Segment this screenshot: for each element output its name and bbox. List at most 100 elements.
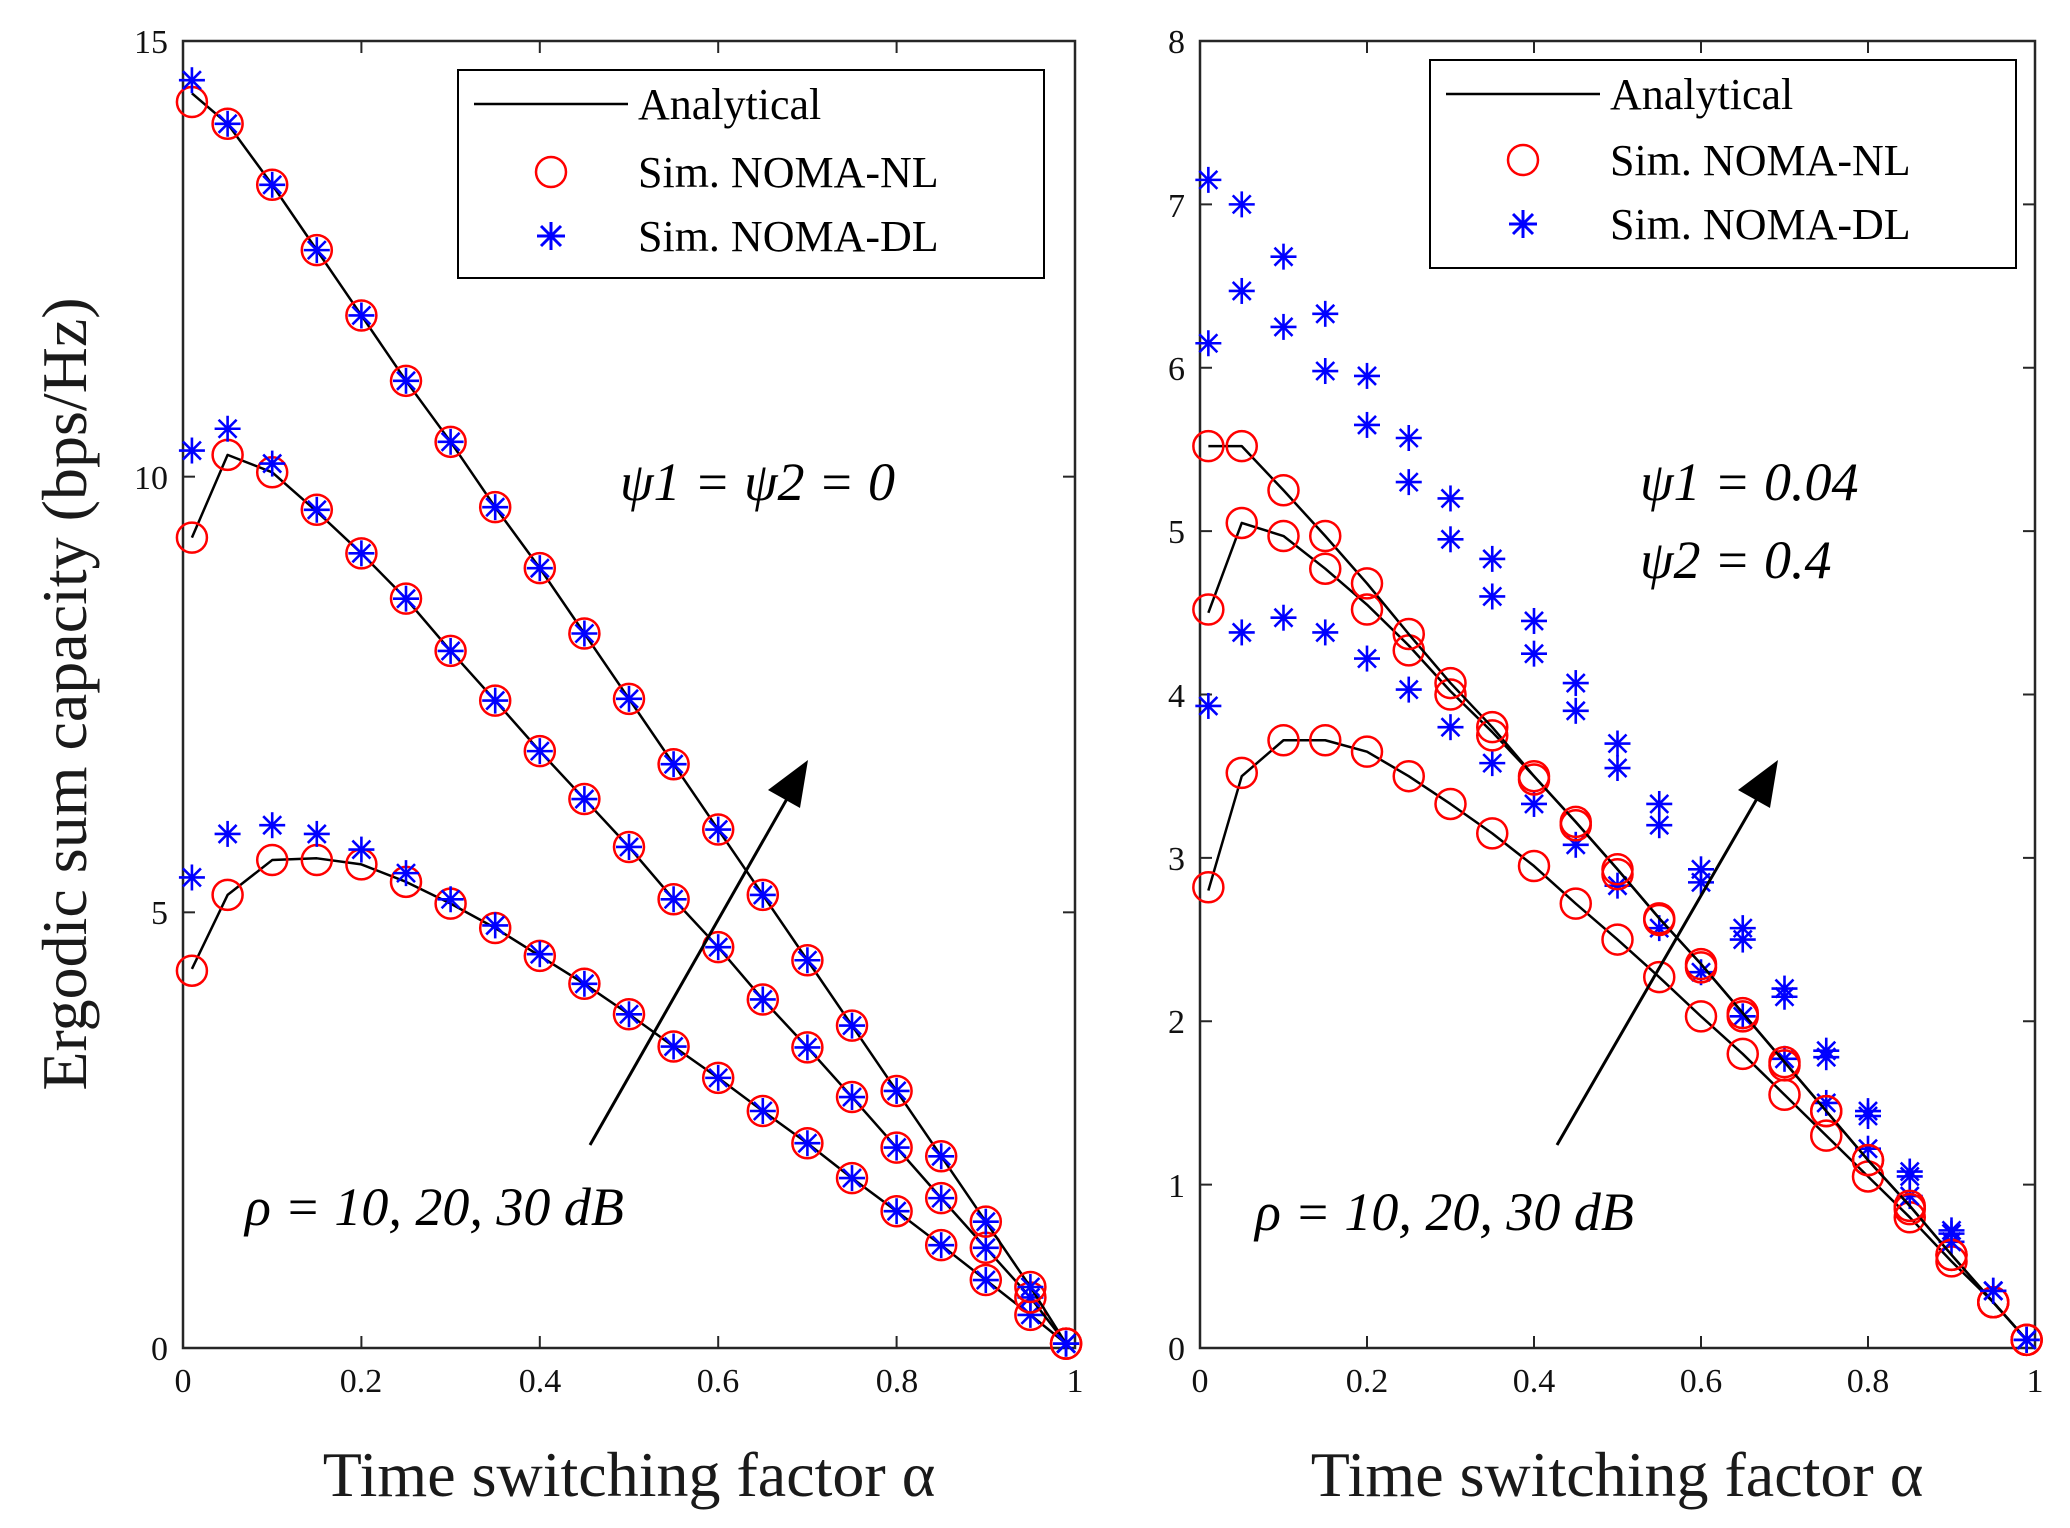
left-dl-point [705, 934, 732, 961]
right-legend-nl-marker [1506, 143, 1540, 177]
left-dl-point [214, 415, 241, 442]
right-dl-point [1228, 277, 1255, 304]
right-y-tick-label: 3 [1168, 841, 1185, 878]
left-nl-point [791, 944, 824, 977]
left-dl-point [526, 738, 553, 765]
left-dl-point [660, 751, 687, 778]
right-dl-point [1479, 750, 1506, 777]
right-nl-point [1559, 805, 1592, 839]
left-nl-point [478, 684, 512, 717]
left-nl-point [478, 490, 512, 524]
left-dl-point [259, 171, 286, 198]
right-dl-point [1312, 619, 1339, 646]
right-nl-point [1392, 617, 1425, 651]
right-dl-point [1855, 1098, 1881, 1125]
left-dl-point [303, 496, 330, 523]
right-dl-point [1604, 730, 1631, 757]
left-chart-panel: 0 0.2 0.4 0.6 0.8 1 0 5 10 15 Time switc… [29, 24, 1084, 1510]
left-legend-label-analytical: Analytical [638, 80, 821, 129]
right-dl-point [1354, 362, 1380, 389]
right-analytical-line [1208, 444, 2028, 1341]
right-psi2-annotation: ψ2 = 0.4 [1640, 530, 1831, 590]
left-nl-point [175, 954, 209, 987]
left-dl-point [526, 941, 553, 968]
left-nl-point [568, 967, 601, 1001]
right-tick-marks [1199, 40, 2036, 1349]
left-dl-point [616, 833, 642, 860]
left-dl-point [749, 881, 776, 908]
left-dl-point [660, 1033, 687, 1060]
left-nl-point [835, 1009, 869, 1042]
left-dl-point [794, 1130, 821, 1157]
left-x-tick-label: 0.4 [519, 1363, 562, 1400]
right-nl-point [1309, 552, 1342, 585]
right-nl-point [1684, 947, 1718, 981]
right-x-tick-label: 0 [1192, 1363, 1209, 1400]
left-legend-nl-marker [534, 155, 568, 189]
left-dl-point [393, 585, 419, 612]
right-nl-point [1434, 666, 1467, 700]
left-y-tick-label: 15 [134, 24, 168, 61]
left-psi-annotation: ψ1 = ψ2 = 0 [620, 452, 895, 512]
right-nl-point [1392, 759, 1425, 793]
right-rho-annotation: ρ = 10, 20, 30 dB [1253, 1182, 1634, 1242]
right-series-layer [1192, 166, 2043, 1357]
right-nl-point [1768, 1045, 1801, 1079]
left-dl-point [348, 302, 375, 329]
right-y-tick-label: 8 [1168, 24, 1185, 61]
left-y-tick-labels: 0 5 10 15 [134, 24, 168, 1368]
right-dl-point [1395, 425, 1422, 452]
right-nl-point [1309, 519, 1342, 553]
left-x-tick-label: 0.2 [340, 1363, 383, 1400]
left-dl-point [972, 1234, 999, 1261]
left-dl-point [482, 494, 509, 521]
left-nl-point [300, 493, 334, 527]
right-x-tick-label: 0.8 [1847, 1363, 1890, 1400]
left-nl-point [434, 634, 467, 668]
left-nl-point [389, 582, 423, 615]
right-y-tick-label: 7 [1168, 188, 1185, 225]
right-dl-point [1562, 697, 1589, 724]
left-dl-point [437, 637, 464, 664]
left-dl-point [482, 687, 509, 714]
left-nl-point [1014, 1270, 1047, 1304]
right-nl-point [1643, 960, 1676, 994]
left-dl-point [1017, 1274, 1044, 1301]
right-nl-point [1434, 678, 1467, 711]
left-x-tick-labels: 0 0.2 0.4 0.6 0.8 1 [175, 1363, 1084, 1400]
left-nl-point [612, 998, 646, 1031]
right-dl-point [1395, 469, 1422, 496]
left-dl-point [214, 820, 241, 847]
right-dl-point [1354, 411, 1380, 438]
right-y-tick-label: 0 [1168, 1331, 1185, 1368]
right-nl-point [1267, 723, 1300, 757]
right-dl-point [1729, 915, 1756, 942]
left-dl-point [749, 1097, 776, 1124]
left-nl-point [746, 1094, 780, 1128]
right-dl-point [1270, 243, 1297, 270]
right-nl-point [2010, 1323, 2043, 1357]
right-nl-point [1476, 817, 1509, 850]
left-dl-point [571, 620, 598, 647]
right-dl-point [1604, 755, 1631, 782]
right-nl-point [1810, 1119, 1843, 1152]
left-dl-point [839, 1084, 865, 1111]
left-dl-point [705, 816, 732, 843]
left-dl-point [749, 986, 776, 1013]
right-nl-point [1684, 1000, 1718, 1033]
right-chart-panel: 0 0.2 0.4 0.6 0.8 1 0 1 2 3 4 5 6 7 8 Ti… [1168, 24, 2044, 1510]
right-dl-point [1771, 975, 1798, 1002]
left-dl-point [794, 947, 821, 974]
left-legend-label-dl: Sim. NOMA-DL [638, 212, 939, 261]
right-x-tick-label: 0.6 [1680, 1363, 1723, 1400]
right-legend-label-dl: Sim. NOMA-DL [1610, 200, 1911, 249]
right-dl-point [1270, 313, 1297, 340]
left-nl-point [835, 1161, 869, 1195]
right-dl-point [1980, 1277, 2007, 1304]
left-dl-point [393, 367, 419, 394]
left-rho-annotation: ρ = 10, 20, 30 dB [243, 1177, 624, 1237]
left-dl-point [571, 786, 598, 813]
right-y-tick-label: 4 [1168, 678, 1185, 715]
left-nl-point [612, 682, 646, 716]
left-dl-point [437, 886, 464, 913]
